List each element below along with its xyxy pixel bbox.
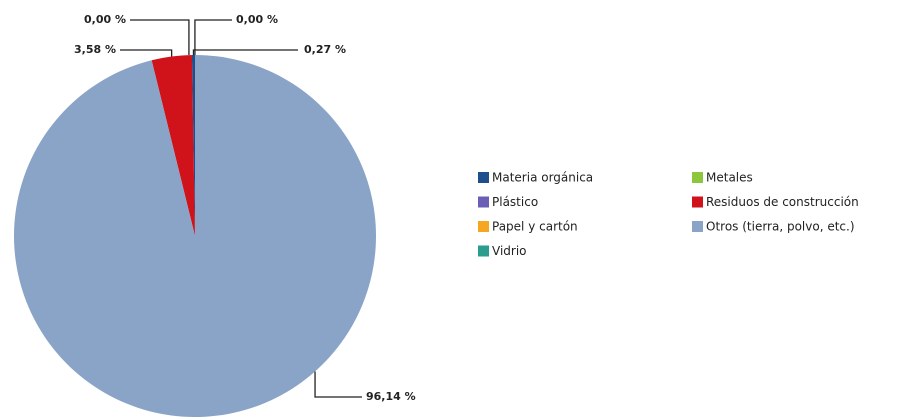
legend-label: Materia orgánica — [492, 171, 593, 185]
data-label: 0,00 % — [84, 13, 126, 26]
pie-slice — [151, 55, 195, 237]
legend-swatch — [478, 196, 489, 208]
legend-swatch — [478, 172, 489, 183]
leader-line — [130, 19, 190, 56]
legend-swatch — [692, 172, 703, 183]
pie-slice — [13, 55, 377, 417]
legend-label: Residuos de construcción — [706, 195, 859, 209]
legend-swatch — [478, 245, 489, 257]
leader-line — [120, 49, 173, 57]
leader-line — [314, 371, 362, 398]
leader-line — [194, 19, 232, 56]
legend-label: Vidrio — [492, 244, 527, 258]
leader-line — [192, 49, 298, 56]
legend-swatch — [692, 196, 703, 208]
data-label: 3,58 % — [74, 43, 116, 56]
legend-label: Otros (tierra, polvo, etc.) — [706, 220, 855, 234]
data-label: 0,27 % — [304, 43, 346, 56]
legend-label: Plástico — [492, 195, 538, 209]
legend-swatch — [478, 221, 489, 232]
legend-label: Papel y cartón — [492, 220, 578, 234]
legend-swatch — [692, 221, 703, 232]
data-label: 96,14 % — [366, 390, 416, 403]
data-label: 0,00 % — [236, 13, 278, 26]
pie-slice — [191, 55, 195, 236]
legend-label: Metales — [706, 171, 753, 185]
